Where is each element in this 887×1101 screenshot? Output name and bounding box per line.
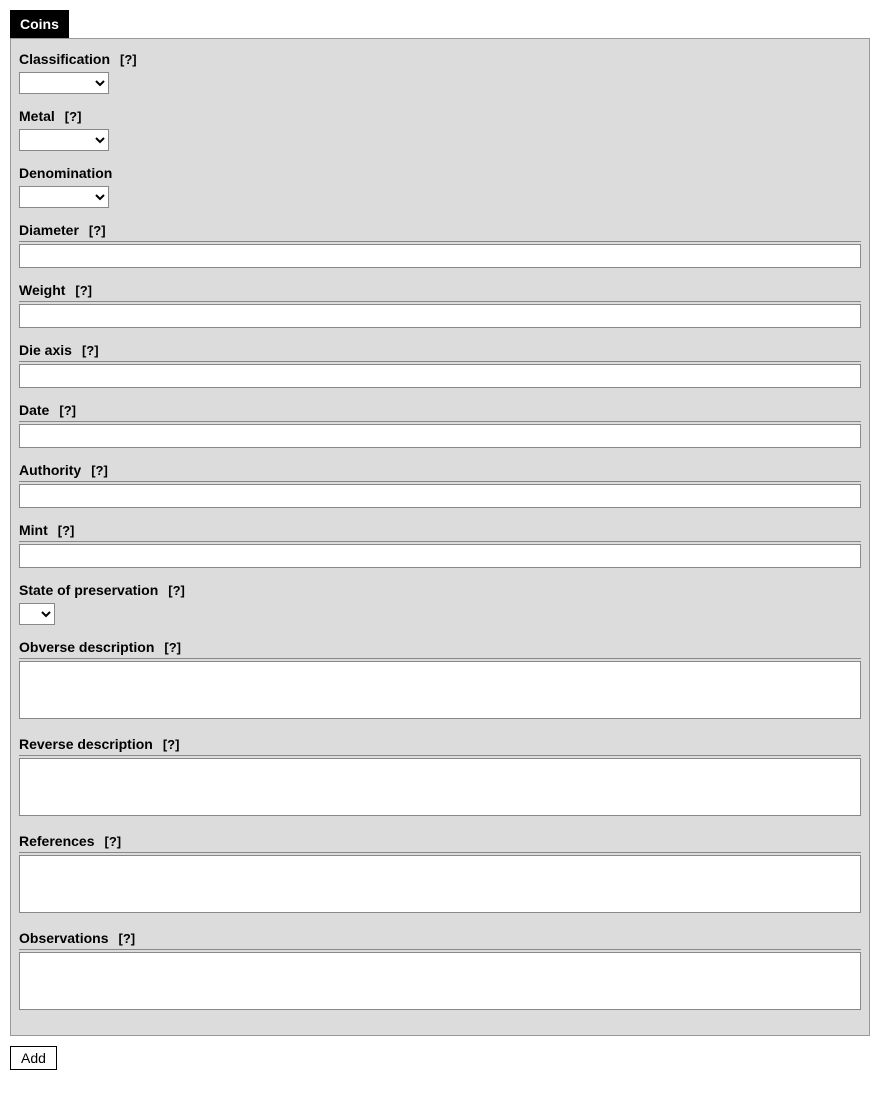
field-obverse-description: Obverse description [?] [19, 635, 861, 726]
add-button-label: Add [21, 1050, 46, 1066]
label-authority: Authority [19, 462, 81, 478]
input-authority[interactable] [19, 484, 861, 508]
label-metal: Metal [19, 108, 55, 124]
label-reverse-description: Reverse description [19, 736, 153, 752]
input-diameter[interactable] [19, 244, 861, 268]
field-die-axis: Die axis [?] [19, 338, 861, 392]
input-mint[interactable] [19, 544, 861, 568]
help-icon[interactable]: [?] [82, 343, 99, 358]
label-references: References [19, 833, 95, 849]
select-denomination[interactable] [19, 186, 109, 208]
label-date: Date [19, 402, 49, 418]
field-state-of-preservation: State of preservation [?] [19, 578, 861, 629]
label-denomination: Denomination [19, 165, 112, 181]
textarea-references[interactable] [19, 855, 861, 913]
label-mint: Mint [19, 522, 48, 538]
help-icon[interactable]: [?] [118, 931, 135, 946]
help-icon[interactable]: [?] [59, 403, 76, 418]
select-classification[interactable] [19, 72, 109, 94]
label-diameter: Diameter [19, 222, 79, 238]
field-weight: Weight [?] [19, 278, 861, 332]
label-obverse-description: Obverse description [19, 639, 154, 655]
label-state-of-preservation: State of preservation [19, 582, 158, 598]
label-weight: Weight [19, 282, 65, 298]
label-observations: Observations [19, 930, 108, 946]
select-state-of-preservation[interactable] [19, 603, 55, 625]
help-icon[interactable]: [?] [120, 52, 137, 67]
field-diameter: Diameter [?] [19, 218, 861, 272]
label-die-axis: Die axis [19, 342, 72, 358]
field-date: Date [?] [19, 398, 861, 452]
tab-coins-label: Coins [20, 16, 59, 32]
field-references: References [?] [19, 829, 861, 920]
add-button[interactable]: Add [10, 1046, 57, 1070]
field-mint: Mint [?] [19, 518, 861, 572]
help-icon[interactable]: [?] [89, 223, 106, 238]
textarea-observations[interactable] [19, 952, 861, 1010]
field-classification: Classification [?] [19, 47, 861, 98]
input-weight[interactable] [19, 304, 861, 328]
help-icon[interactable]: [?] [75, 283, 92, 298]
input-date[interactable] [19, 424, 861, 448]
help-icon[interactable]: [?] [58, 523, 75, 538]
help-icon[interactable]: [?] [168, 583, 185, 598]
input-die-axis[interactable] [19, 364, 861, 388]
select-metal[interactable] [19, 129, 109, 151]
help-icon[interactable]: [?] [164, 640, 181, 655]
field-reverse-description: Reverse description [?] [19, 732, 861, 823]
help-icon[interactable]: [?] [91, 463, 108, 478]
textarea-reverse-description[interactable] [19, 758, 861, 816]
textarea-obverse-description[interactable] [19, 661, 861, 719]
tab-coins[interactable]: Coins [10, 10, 69, 38]
help-icon[interactable]: [?] [163, 737, 180, 752]
help-icon[interactable]: [?] [105, 834, 122, 849]
label-classification: Classification [19, 51, 110, 67]
help-icon[interactable]: [?] [65, 109, 82, 124]
field-observations: Observations [?] [19, 926, 861, 1017]
field-denomination: Denomination [19, 161, 861, 212]
field-authority: Authority [?] [19, 458, 861, 512]
field-metal: Metal [?] [19, 104, 861, 155]
coins-form-panel: Classification [?] Metal [?] Denominatio… [10, 38, 870, 1036]
